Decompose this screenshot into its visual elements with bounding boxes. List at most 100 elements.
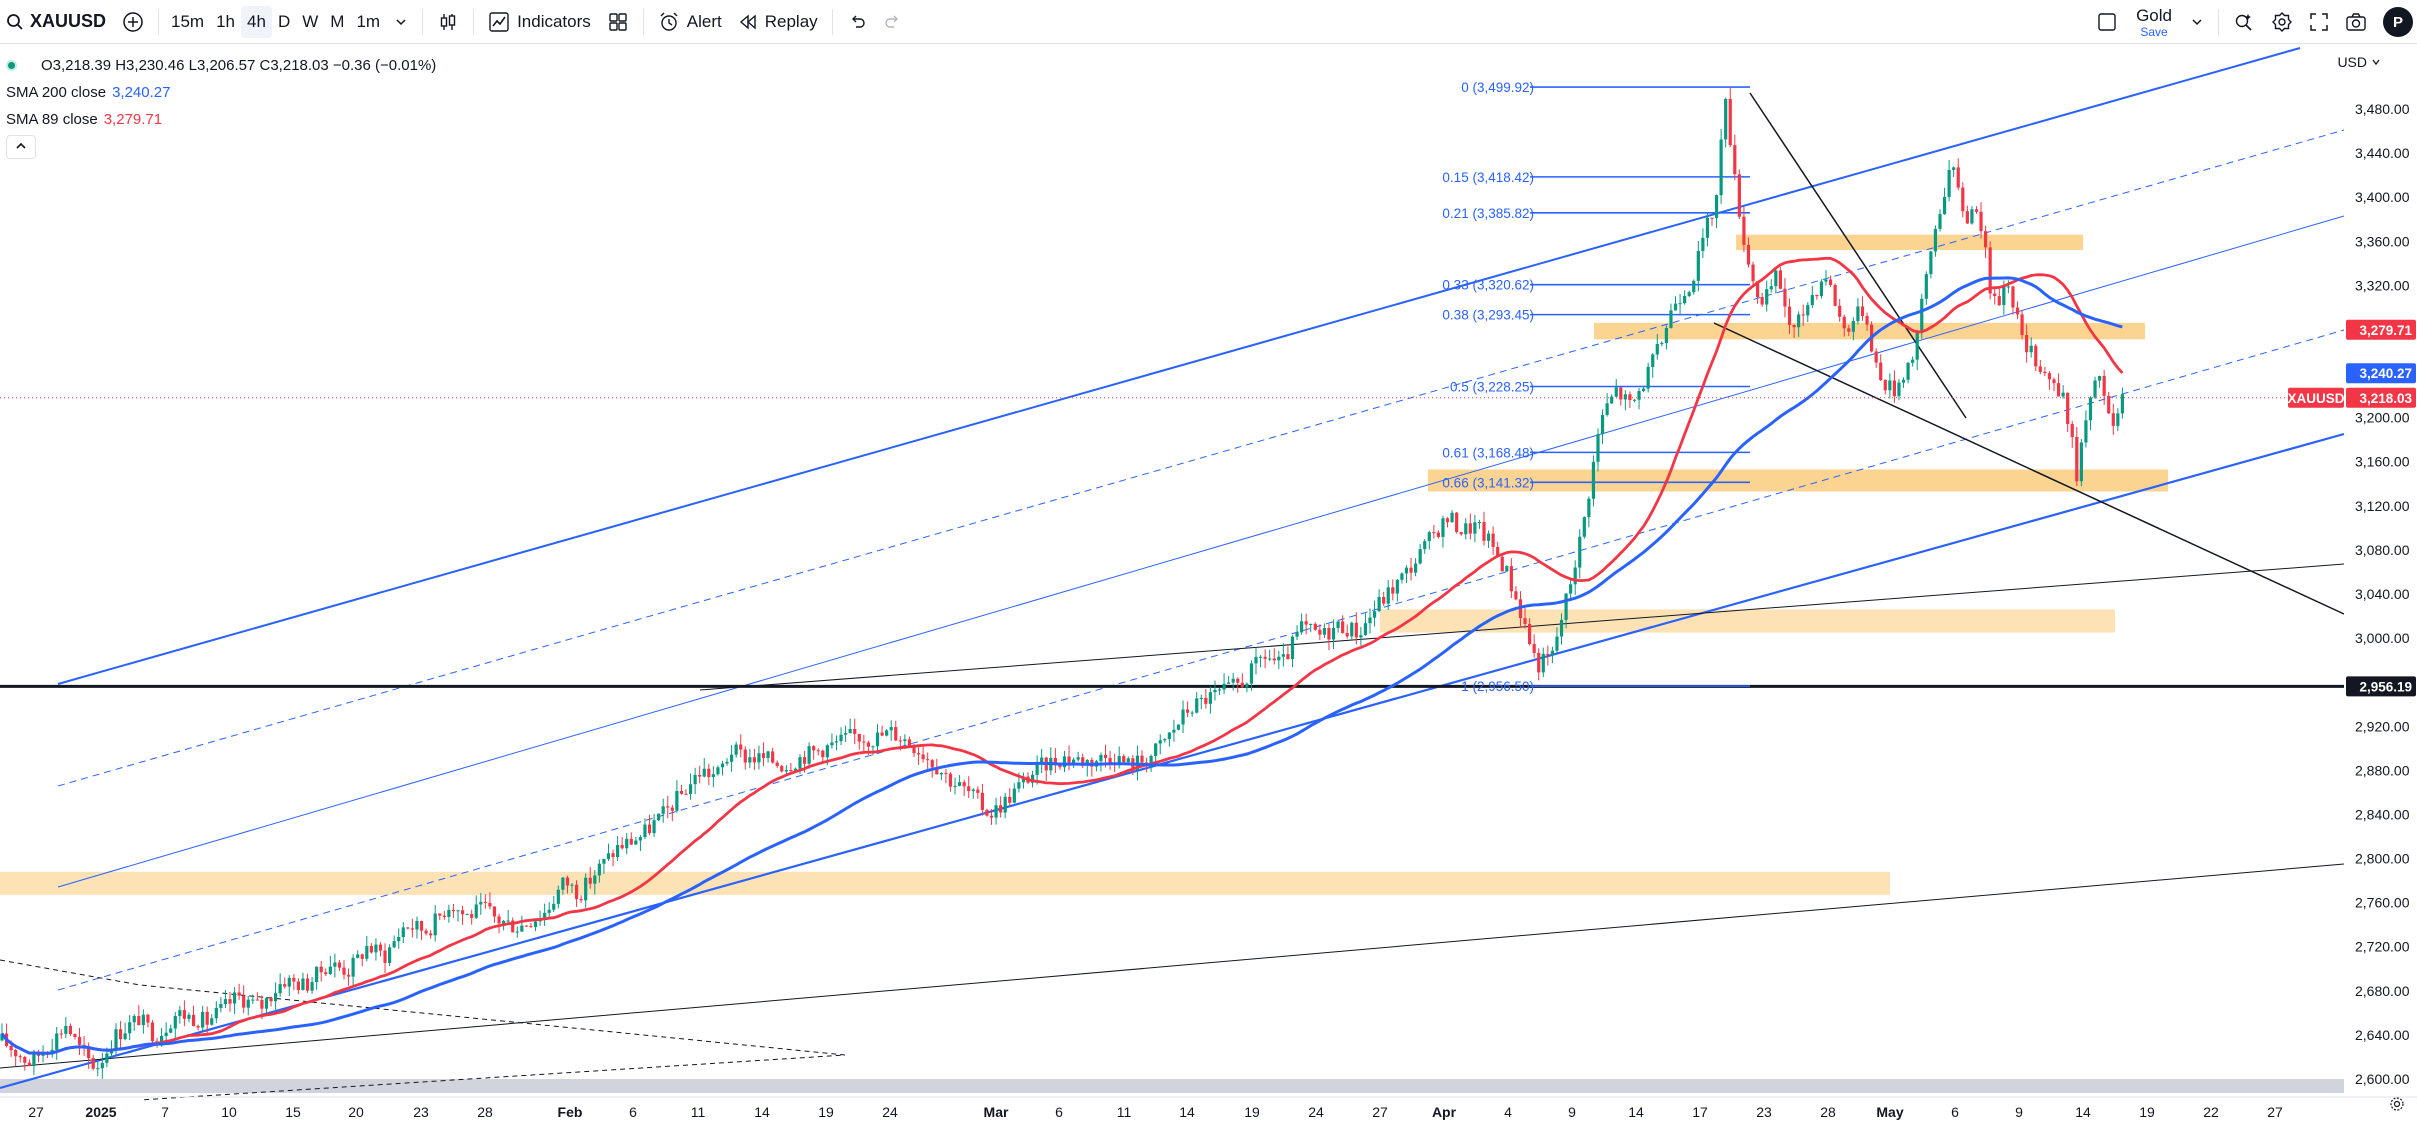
layout-name-button[interactable]: Gold Save: [2126, 7, 2182, 38]
redo-button[interactable]: [875, 0, 911, 44]
symbol-search[interactable]: XAUUSD: [0, 0, 114, 44]
timeframe-d[interactable]: D: [277, 11, 291, 31]
sma89-legend[interactable]: SMA 89 close 3,279.71: [6, 106, 436, 133]
price-zone[interactable]: [1594, 322, 2145, 340]
candle-body: [802, 757, 807, 764]
candle-body: [807, 746, 811, 764]
candle-body: [232, 992, 237, 1004]
sma-89-line[interactable]: [0, 256, 2124, 1055]
sma200-legend[interactable]: SMA 200 close 3,240.27: [6, 79, 436, 106]
candle-body: [666, 806, 670, 808]
candle-body: [182, 1010, 186, 1019]
timeframe-w[interactable]: W: [302, 11, 319, 31]
price-zone[interactable]: [1380, 609, 2115, 633]
fullscreen-button[interactable]: [2301, 0, 2337, 44]
candle-body: [1965, 211, 1969, 224]
price-tick-label: 3,480.00: [2355, 101, 2410, 117]
candle-body: [939, 773, 943, 775]
indicators-icon: [488, 11, 510, 33]
undo-button[interactable]: [839, 0, 875, 44]
timeframe-1m[interactable]: 1m: [356, 11, 381, 31]
candle-body: [1833, 284, 1837, 306]
time-tick-label: 11: [1117, 1104, 1132, 1120]
candle-body: [748, 757, 752, 763]
candle-body: [1610, 396, 1614, 404]
timeframe-dropdown[interactable]: [386, 0, 416, 44]
candle-body: [260, 1000, 264, 1009]
time-axis-labels[interactable]: 27 2025 7 10 15 20 23 28 Feb 6 11 14 19 24 Mar 6 11 14 19 2…: [28, 1104, 2283, 1120]
indicators-button[interactable]: Indicators: [480, 0, 599, 44]
timeframe-15m[interactable]: 15m: [171, 11, 205, 31]
price-zone[interactable]: [0, 871, 1890, 895]
candle-body: [2088, 397, 2093, 421]
timeframe-1h[interactable]: 1h: [216, 11, 236, 31]
candle-body: [1377, 596, 1381, 612]
snapshot-button[interactable]: [2337, 0, 2375, 44]
plus-circle-icon: [122, 11, 144, 33]
candle-body: [201, 1011, 205, 1028]
descending-trendline[interactable]: [1713, 322, 2345, 615]
price-zone[interactable]: [1736, 234, 2083, 251]
user-menu-button[interactable]: P: [2375, 0, 2417, 44]
candle-body: [1860, 306, 1865, 316]
long-trendline[interactable]: [0, 863, 2345, 1069]
resistance-trendline[interactable]: [699, 563, 2345, 691]
candle-body: [2061, 392, 2065, 397]
channel-lower-line[interactable]: [0, 432, 2345, 1090]
dashed-triangle[interactable]: [0, 959, 846, 1101]
indicator-templates-button[interactable]: [599, 0, 637, 44]
toolbar-divider: [158, 8, 160, 35]
price-axis[interactable]: [2344, 44, 2417, 1097]
candle-body: [989, 815, 994, 818]
layout-toggle-button[interactable]: [2088, 0, 2126, 44]
legend-collapse-button[interactable]: [6, 135, 36, 159]
toolbar-divider: [473, 8, 475, 35]
descending-trendline[interactable]: [1749, 92, 1967, 419]
time-tick-label: 2025: [85, 1104, 116, 1120]
currency-selector[interactable]: USD: [2337, 54, 2381, 70]
candle-body: [2066, 392, 2070, 425]
candle-body: [1496, 546, 1500, 557]
channel-inner-line[interactable]: [57, 215, 2345, 888]
price-tick-label: 2,760.00: [2355, 895, 2410, 911]
candle-body: [1901, 379, 1906, 383]
quick-search-button[interactable]: [2225, 0, 2263, 44]
candle-body: [894, 727, 898, 741]
time-tick-label: 14: [754, 1104, 770, 1120]
compare-symbol-button[interactable]: [114, 0, 152, 44]
candle-body: [1290, 636, 1295, 660]
channel-dashed-line[interactable]: [57, 329, 2345, 991]
time-tick-label: 17: [1692, 1104, 1708, 1120]
candle-body: [1186, 709, 1190, 713]
candle-body: [214, 1007, 218, 1019]
candle-body: [935, 767, 939, 775]
candle-body: [342, 967, 346, 975]
candle-body: [1651, 354, 1655, 367]
price-tick-label: 2,840.00: [2355, 806, 2410, 822]
replay-button[interactable]: Replay: [730, 0, 826, 44]
candle-body: [1701, 237, 1705, 252]
fibonacci-retracement[interactable]: 0 (3,499.92) 0.15 (3,418.42) 0.21 (3,385.8…: [1442, 80, 1750, 694]
price-chart[interactable]: 0 (3,499.92) 0.15 (3,418.42) 0.21 (3,385.8…: [0, 44, 2417, 1121]
channel-dashed-line[interactable]: [57, 129, 2345, 787]
timeframe-4h[interactable]: 4h: [241, 5, 272, 38]
candle-body: [552, 903, 556, 910]
market-status-dot[interactable]: [6, 60, 17, 71]
channel-upper-line[interactable]: [57, 47, 2301, 685]
alert-button[interactable]: Alert: [650, 0, 730, 44]
chart-type-button[interactable]: [429, 0, 467, 44]
candle-body: [1724, 98, 1728, 140]
settings-button[interactable]: [2263, 0, 2301, 44]
axis-settings-button[interactable]: [2389, 1096, 2405, 1117]
candle-body: [1587, 498, 1591, 518]
square-icon: [2096, 11, 2118, 33]
candle-body: [18, 1056, 22, 1058]
candle-body: [971, 789, 975, 792]
candle-body: [1632, 399, 1637, 401]
candle-body: [1222, 683, 1226, 690]
layout-dropdown[interactable]: [2182, 0, 2212, 44]
timeframe-m[interactable]: M: [330, 11, 345, 31]
sma-200-line[interactable]: [0, 276, 2123, 1055]
price-zone[interactable]: [1428, 469, 2168, 492]
candle-body: [593, 875, 597, 884]
